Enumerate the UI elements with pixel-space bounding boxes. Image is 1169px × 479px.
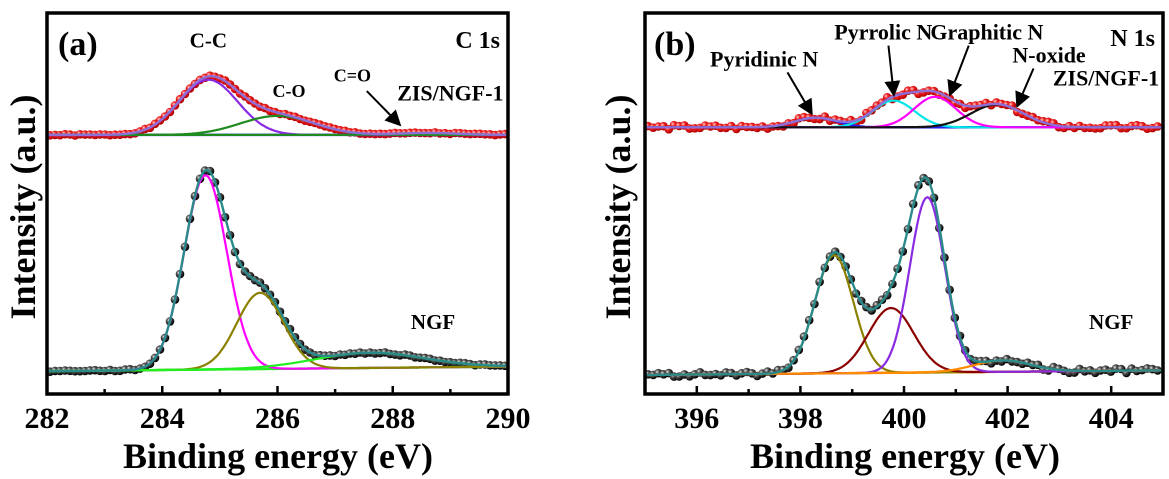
- panel-c1s: 282 284 286 288 290 (a) C 1s Binding energy …: [3, 11, 531, 476]
- component-graphitic-n: [645, 95, 1163, 129]
- x-axis-label: Binding energy (eV): [123, 436, 433, 476]
- annotation-label: C-C: [190, 28, 227, 52]
- component-pyridinic-n: [645, 254, 1163, 376]
- y-axis-label: Intensity (a.u.): [598, 94, 638, 319]
- annotation-label: NGF: [1089, 310, 1133, 334]
- x-tick-label: 398: [778, 402, 823, 435]
- annotation-label: NGF: [411, 310, 455, 334]
- y-axis-label: Intensity (a.u.): [3, 94, 43, 319]
- panel-label: (a): [58, 26, 98, 63]
- annotation-arrow: [947, 45, 970, 97]
- x-tick-label: 282: [25, 402, 70, 435]
- x-tick-label: 400: [882, 402, 927, 435]
- annotation-label: Pyridinic N: [710, 46, 818, 71]
- x-tick-label: 404: [1089, 402, 1134, 435]
- x-axis-ticks: 396 398 400 402 404: [643, 386, 1165, 435]
- annotation-arrow: [1015, 68, 1035, 109]
- envelope-fit: [645, 89, 1163, 129]
- x-tick-label: 286: [255, 402, 300, 435]
- envelope-fit: [645, 176, 1163, 377]
- component-c-c: [47, 174, 508, 373]
- plot-area: [45, 71, 510, 377]
- x-tick-label: 284: [140, 402, 185, 435]
- annotation-label: Graphitic N: [930, 20, 1043, 45]
- x-axis-ticks: 282 284 286 288 290: [25, 386, 531, 435]
- x-tick-label: 402: [985, 402, 1030, 435]
- series-zis-ngf-1: [45, 71, 510, 140]
- annotation-label: ZIS/NGF-1: [1053, 65, 1159, 90]
- annotation-arrow: [884, 45, 901, 97]
- x-tick-label: 288: [370, 402, 415, 435]
- annotations: C-C C-O C=O ZIS/NGF-1 NGF: [190, 28, 504, 334]
- annotation-label: N-oxide: [1012, 43, 1086, 68]
- panel-n1s: 396 398 400 402 404 (b) N 1s Binding energy …: [598, 11, 1165, 476]
- annotation-arrow: [786, 71, 813, 116]
- annotation-label: ZIS/NGF-1: [397, 81, 503, 106]
- annotation-arrow: [366, 90, 402, 127]
- panel-label: (b): [654, 26, 696, 63]
- component-pyrrolic-n: [645, 99, 1163, 129]
- x-axis-label: Binding energy (eV): [750, 436, 1060, 476]
- x-tick-label: 396: [674, 402, 719, 435]
- series-zis-ngf-1: [643, 85, 1163, 134]
- chart-title: N 1s: [1110, 26, 1155, 52]
- envelope-fit: [47, 168, 509, 373]
- plot-frame: [45, 11, 510, 396]
- x-tick-label: 290: [486, 402, 531, 435]
- series-ngf: [45, 166, 510, 377]
- annotation-label: C=O: [334, 66, 371, 86]
- annotation-label: C-O: [273, 81, 306, 101]
- annotation-label: Pyrrolic N: [834, 20, 932, 45]
- series-ngf: [643, 173, 1163, 381]
- plot-area: [643, 85, 1163, 381]
- component-graphitic-n: [645, 195, 1163, 376]
- chart-title: C 1s: [455, 28, 500, 54]
- envelope-fit: [47, 75, 509, 137]
- component-pyrrolic-n: [645, 306, 1163, 376]
